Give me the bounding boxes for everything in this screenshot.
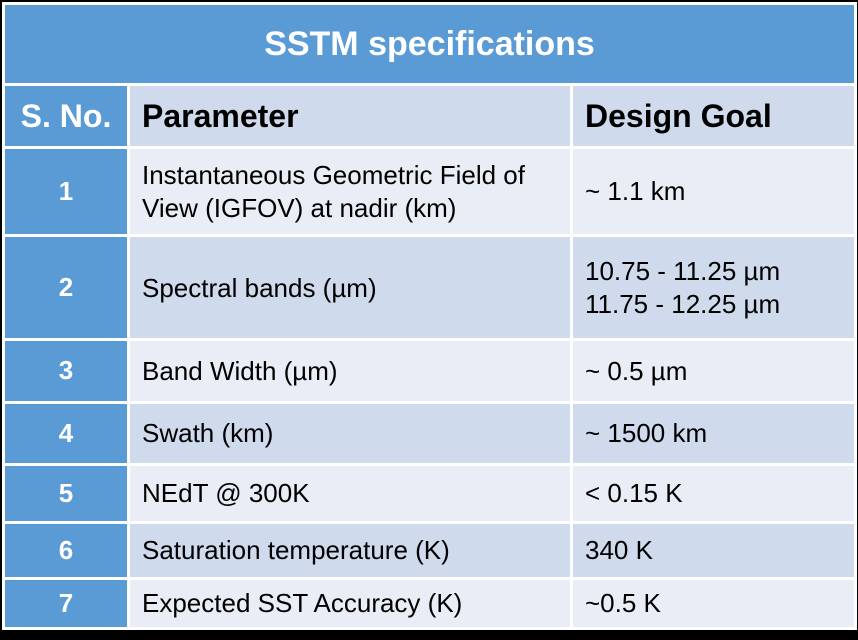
table-row: 7 Expected SST Accuracy (K) ~0.5 K (2, 576, 858, 631)
parameter-cell: Expected SST Accuracy (K) (127, 576, 573, 631)
table-row: 2 Spectral bands (µm) 10.75 - 11.25 µm 1… (2, 234, 858, 342)
row-number: 2 (2, 234, 130, 342)
row-number: 7 (2, 576, 130, 631)
design-goal-value: ~ 1.1 km (585, 176, 686, 207)
header-parameter: Parameter (127, 83, 573, 149)
design-goal-cell: 10.75 - 11.25 µm 11.75 - 12.25 µm (569, 234, 858, 342)
row-number: 1 (2, 145, 130, 238)
header-sno: S. No. (2, 83, 130, 149)
row-number: 4 (2, 400, 130, 466)
row-number: 3 (2, 338, 130, 404)
design-goal-value: 11.75 - 12.25 µm (585, 288, 781, 319)
design-goal-cell: 340 K (569, 520, 858, 580)
parameter-cell: Swath (km) (127, 400, 573, 466)
design-goal-cell: ~ 1500 km (569, 400, 858, 466)
table-row: 6 Saturation temperature (K) 340 K (2, 520, 858, 580)
design-goal-cell: ~ 1.1 km (569, 145, 858, 238)
design-goal-cell: ~0.5 K (569, 576, 858, 631)
row-number: 5 (2, 462, 130, 524)
design-goal-cell: < 0.15 K (569, 462, 858, 524)
parameter-cell: Saturation temperature (K) (127, 520, 573, 580)
design-goal-value: < 0.15 K (585, 477, 683, 508)
table-row: 3 Band Width (µm) ~ 0.5 µm (2, 338, 858, 404)
table-title: SSTM specifications (1, 2, 858, 86)
design-goal-value: ~ 0.5 µm (585, 355, 688, 386)
design-goal-value: ~ 1500 km (585, 417, 708, 448)
table-row: 4 Swath (km) ~ 1500 km (2, 400, 858, 466)
parameter-cell: Instantaneous Geometric Field of View (I… (127, 145, 573, 238)
design-goal-value: 340 K (585, 535, 653, 566)
parameter-cell: Band Width (µm) (127, 338, 573, 404)
parameter-cell: NEdT @ 300K (127, 462, 573, 524)
design-goal-value: ~0.5 K (585, 588, 661, 619)
design-goal-cell: ~ 0.5 µm (569, 338, 858, 404)
design-goal-value: 10.75 - 11.25 µm (585, 256, 781, 287)
header-design-goal: Design Goal (569, 83, 858, 149)
row-number: 6 (2, 520, 130, 580)
parameter-cell: Spectral bands (µm) (127, 234, 573, 342)
table-row: 1 Instantaneous Geometric Field of View … (2, 145, 858, 238)
table-row: 5 NEdT @ 300K < 0.15 K (2, 462, 858, 524)
